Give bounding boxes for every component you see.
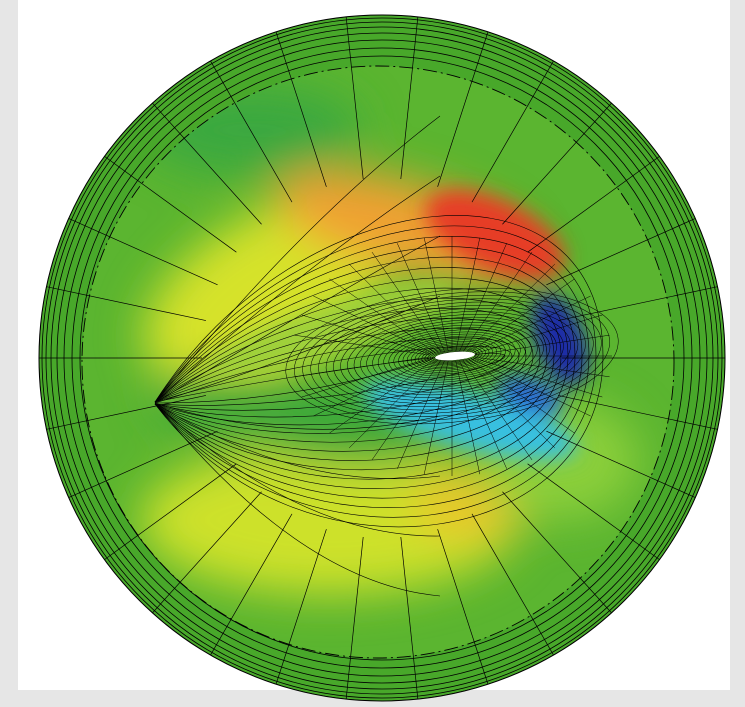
page: Flow field {} html, body { margin: 0; pa… bbox=[0, 0, 745, 707]
visualization bbox=[0, 0, 745, 707]
body: (() => { const g = document.getElementBy… bbox=[0, 0, 745, 707]
